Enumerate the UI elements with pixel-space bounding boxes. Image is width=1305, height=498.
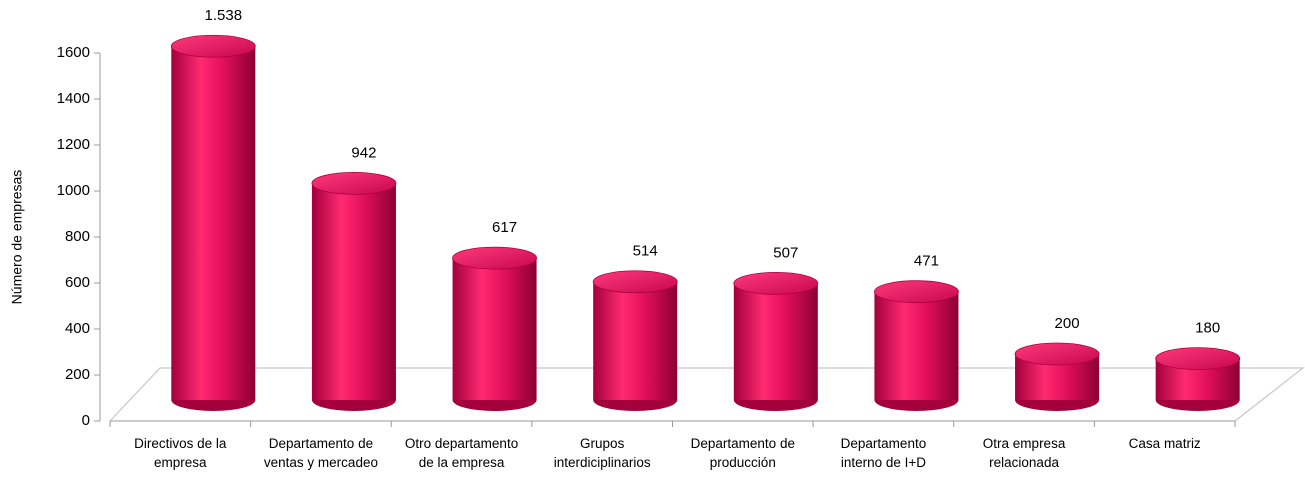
y-tick-label: 400 (65, 320, 90, 337)
bar-top (592, 270, 678, 294)
value-label: 471 (914, 253, 939, 270)
bar-top (311, 171, 397, 195)
value-label: 200 (1055, 315, 1080, 332)
x-tick-label: Otro departamento de la empresa (404, 436, 519, 470)
x-tick-label: Directivos de la empresa (134, 436, 227, 470)
value-label: 180 (1195, 320, 1220, 337)
bar-top (452, 246, 537, 270)
bar (733, 283, 818, 400)
y-tick-label: 0 (82, 412, 90, 429)
x-tick-label: Casa matriz (1128, 436, 1201, 451)
y-axis-label: Número de empresas (9, 170, 25, 305)
bar (311, 183, 396, 400)
floor (109, 367, 1305, 422)
value-label: 617 (492, 219, 517, 236)
x-tick-label: Departamento interno de I+D (840, 436, 927, 470)
bar-top (1155, 347, 1241, 371)
y-tick-label: 1000 (57, 182, 90, 199)
bar (874, 291, 959, 400)
bar-top (1014, 342, 1100, 366)
x-tick-label: Otra empresa relacionada (982, 436, 1066, 470)
x-tick-label: Departamento de producción (690, 436, 795, 470)
y-tick-label: 600 (65, 274, 90, 291)
bar-top (874, 280, 959, 304)
bar (171, 46, 256, 400)
y-tick-label: 1200 (57, 136, 90, 153)
x-tick-label: Departamento de ventas y mercadeo (263, 436, 378, 470)
y-tick-label: 1600 (57, 44, 90, 61)
x-tick-label: Grupos interdiciplinarios (553, 436, 651, 470)
bar-top (733, 271, 819, 295)
bar (452, 258, 537, 400)
value-label: 507 (773, 244, 798, 261)
value-label: 514 (633, 243, 658, 260)
bar-top (170, 34, 256, 58)
value-label: 1.538 (205, 7, 243, 24)
y-tick-label: 800 (65, 228, 90, 245)
value-label: 942 (351, 144, 376, 161)
y-tick-label: 200 (65, 366, 90, 383)
bar (593, 281, 678, 400)
y-tick-label: 1400 (57, 90, 90, 107)
